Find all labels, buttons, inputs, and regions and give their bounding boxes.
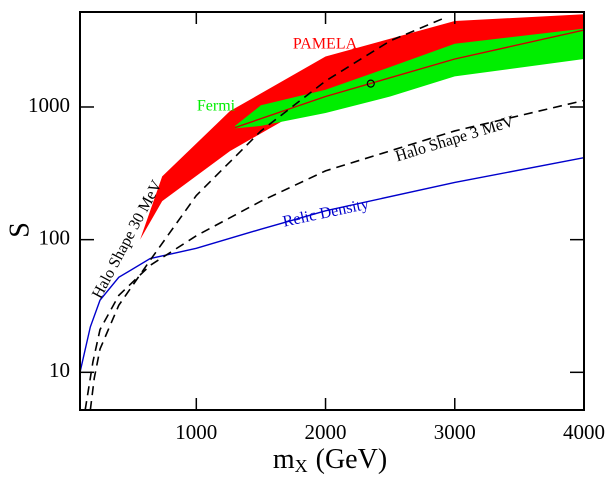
plot-frame [79,11,585,411]
x-label-subscript: X [295,456,308,476]
y-tick-label: 10 [49,358,70,382]
series-label: PAMELA [293,36,358,53]
y-tick-label: 1000 [28,93,70,117]
point [366,79,375,88]
x-tick-label: 2000 [305,420,347,444]
x-axis-label: mX (GeV) [273,444,387,476]
line [80,156,584,373]
series-label: Halo Shape 3 MeV [393,113,516,165]
x-tick-label: 1000 [175,420,217,444]
x-tick-label: 3000 [434,420,476,444]
series-label: Fermi [197,98,236,115]
y-axis-label: S [4,222,35,238]
line [89,18,443,410]
line [84,99,584,410]
line [234,29,584,129]
series-label: Relic Density [281,196,370,231]
x-label-symbol: m [273,444,295,475]
x-tick-label: 4000 [563,420,605,444]
y-tick-label: 100 [39,225,71,249]
x-label-unit: (GeV) [316,444,388,475]
plot-area [80,14,584,410]
band [235,28,584,129]
series-label: Halo Shape 30 MeV [89,177,166,301]
